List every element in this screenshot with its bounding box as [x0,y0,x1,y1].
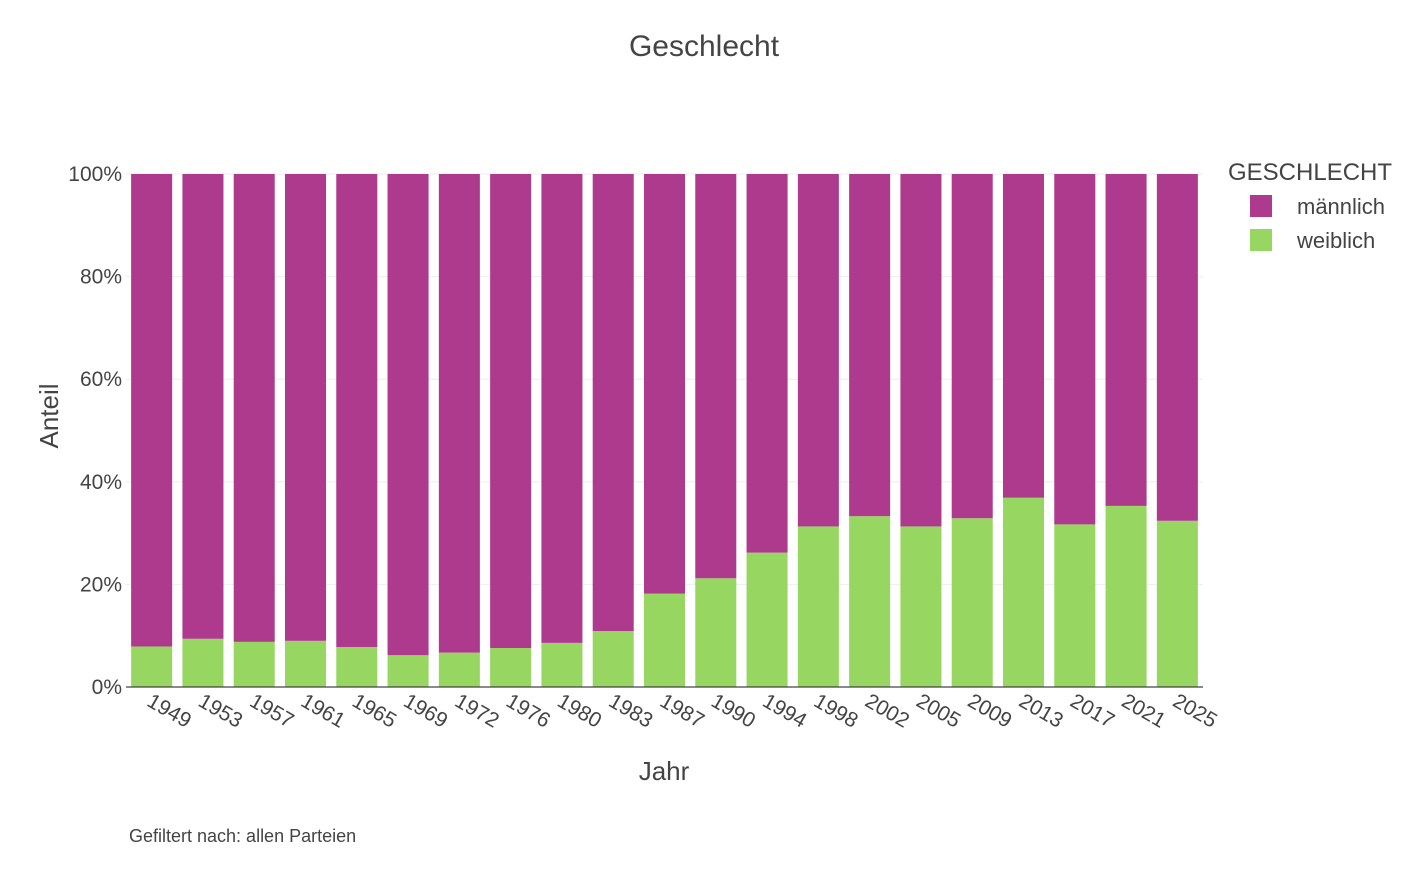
y-tick-label: 20% [80,573,122,596]
y-tick-label: 40% [80,471,122,494]
bar-weiblich [387,655,429,687]
x-tick-label: 1965 [348,689,400,732]
footnote: Gefiltert nach: allen Parteien [129,826,356,846]
bar-maennlich [1002,174,1045,498]
legend: GESCHLECHT männlich weiblich [1228,159,1392,253]
bar-maennlich [1156,174,1198,521]
x-tick-label: 1957 [246,689,298,732]
bar-weiblich [643,593,686,687]
bars [131,174,1198,687]
bar-weiblich [592,631,634,687]
bar-weiblich [797,526,839,687]
bar-weiblich [746,552,788,687]
x-tick-label: 2017 [1066,689,1118,732]
x-axis-title: Jahr [639,756,690,786]
bar-weiblich [131,646,173,687]
bar-maennlich [233,174,275,642]
bar-maennlich [643,174,686,594]
bar-weiblich [1105,505,1147,687]
x-tick-label: 1980 [553,689,605,732]
bar-weiblich [182,638,224,687]
x-tick-label: 1961 [297,689,349,732]
bar-weiblich [695,578,737,687]
y-tick-label: 0% [92,676,122,699]
x-tick-label: 1998 [810,689,862,732]
y-tick-label: 60% [80,368,122,391]
bar-weiblich [900,526,942,687]
bar-maennlich [131,174,173,647]
bar-maennlich [746,174,788,553]
bar-weiblich [1156,520,1198,687]
chart-title: Geschlecht [629,30,780,63]
y-tick-labels: 0% 20% 40% 60% 80% 100% [68,163,122,699]
x-tick-label: 2005 [912,689,964,732]
x-tick-label: 1953 [194,689,246,732]
x-tick-label: 1972 [451,689,503,732]
y-tick-label: 100% [68,163,122,186]
bar-weiblich [336,646,378,687]
bar-maennlich [592,174,634,632]
legend-swatch [1250,229,1272,251]
legend-title: GESCHLECHT [1228,159,1392,186]
x-tick-label: 1983 [605,689,657,732]
y-axis-title: Anteil [34,383,64,448]
bar-weiblich [541,642,583,687]
bar-maennlich [695,174,737,579]
legend-label: weiblich [1296,228,1375,253]
legend-swatch [1250,195,1272,217]
bar-maennlich [1054,174,1096,525]
x-tick-label: 2013 [1015,689,1067,732]
bar-maennlich [387,174,429,656]
x-tick-label: 1987 [656,689,708,732]
bar-weiblich [438,652,480,687]
x-tick-label: 1994 [759,689,811,732]
bar-weiblich [1054,524,1096,687]
x-tick-label: 2021 [1118,689,1170,732]
bar-maennlich [1105,174,1147,506]
x-tick-label: 1949 [143,689,195,732]
bar-maennlich [900,174,942,527]
bar-maennlich [849,174,891,517]
bar-maennlich [490,174,532,649]
legend-label: männlich [1297,194,1385,219]
bar-weiblich [951,518,993,687]
bar-weiblich [849,516,891,687]
bar-weiblich [490,648,532,687]
x-tick-label: 1990 [707,689,759,732]
bar-maennlich [951,174,993,519]
bar-weiblich [1002,497,1045,687]
bar-weiblich [284,640,327,687]
bar-maennlich [336,174,378,647]
x-tick-label: 1976 [502,689,554,732]
y-tick-label: 80% [80,266,122,289]
x-tick-label: 2009 [964,689,1016,732]
bar-maennlich [284,174,327,641]
x-tick-label: 2002 [861,689,913,732]
x-tick-labels: 1949 1953 1957 1961 1965 1969 1972 1976 1980 1983… [143,689,1221,732]
bar-maennlich [182,174,224,639]
x-tick-label: 2025 [1169,689,1221,732]
bar-weiblich [233,641,275,687]
x-tick-label: 1969 [400,689,452,732]
bar-maennlich [541,174,583,643]
bar-maennlich [797,174,839,527]
bar-maennlich [438,174,480,653]
